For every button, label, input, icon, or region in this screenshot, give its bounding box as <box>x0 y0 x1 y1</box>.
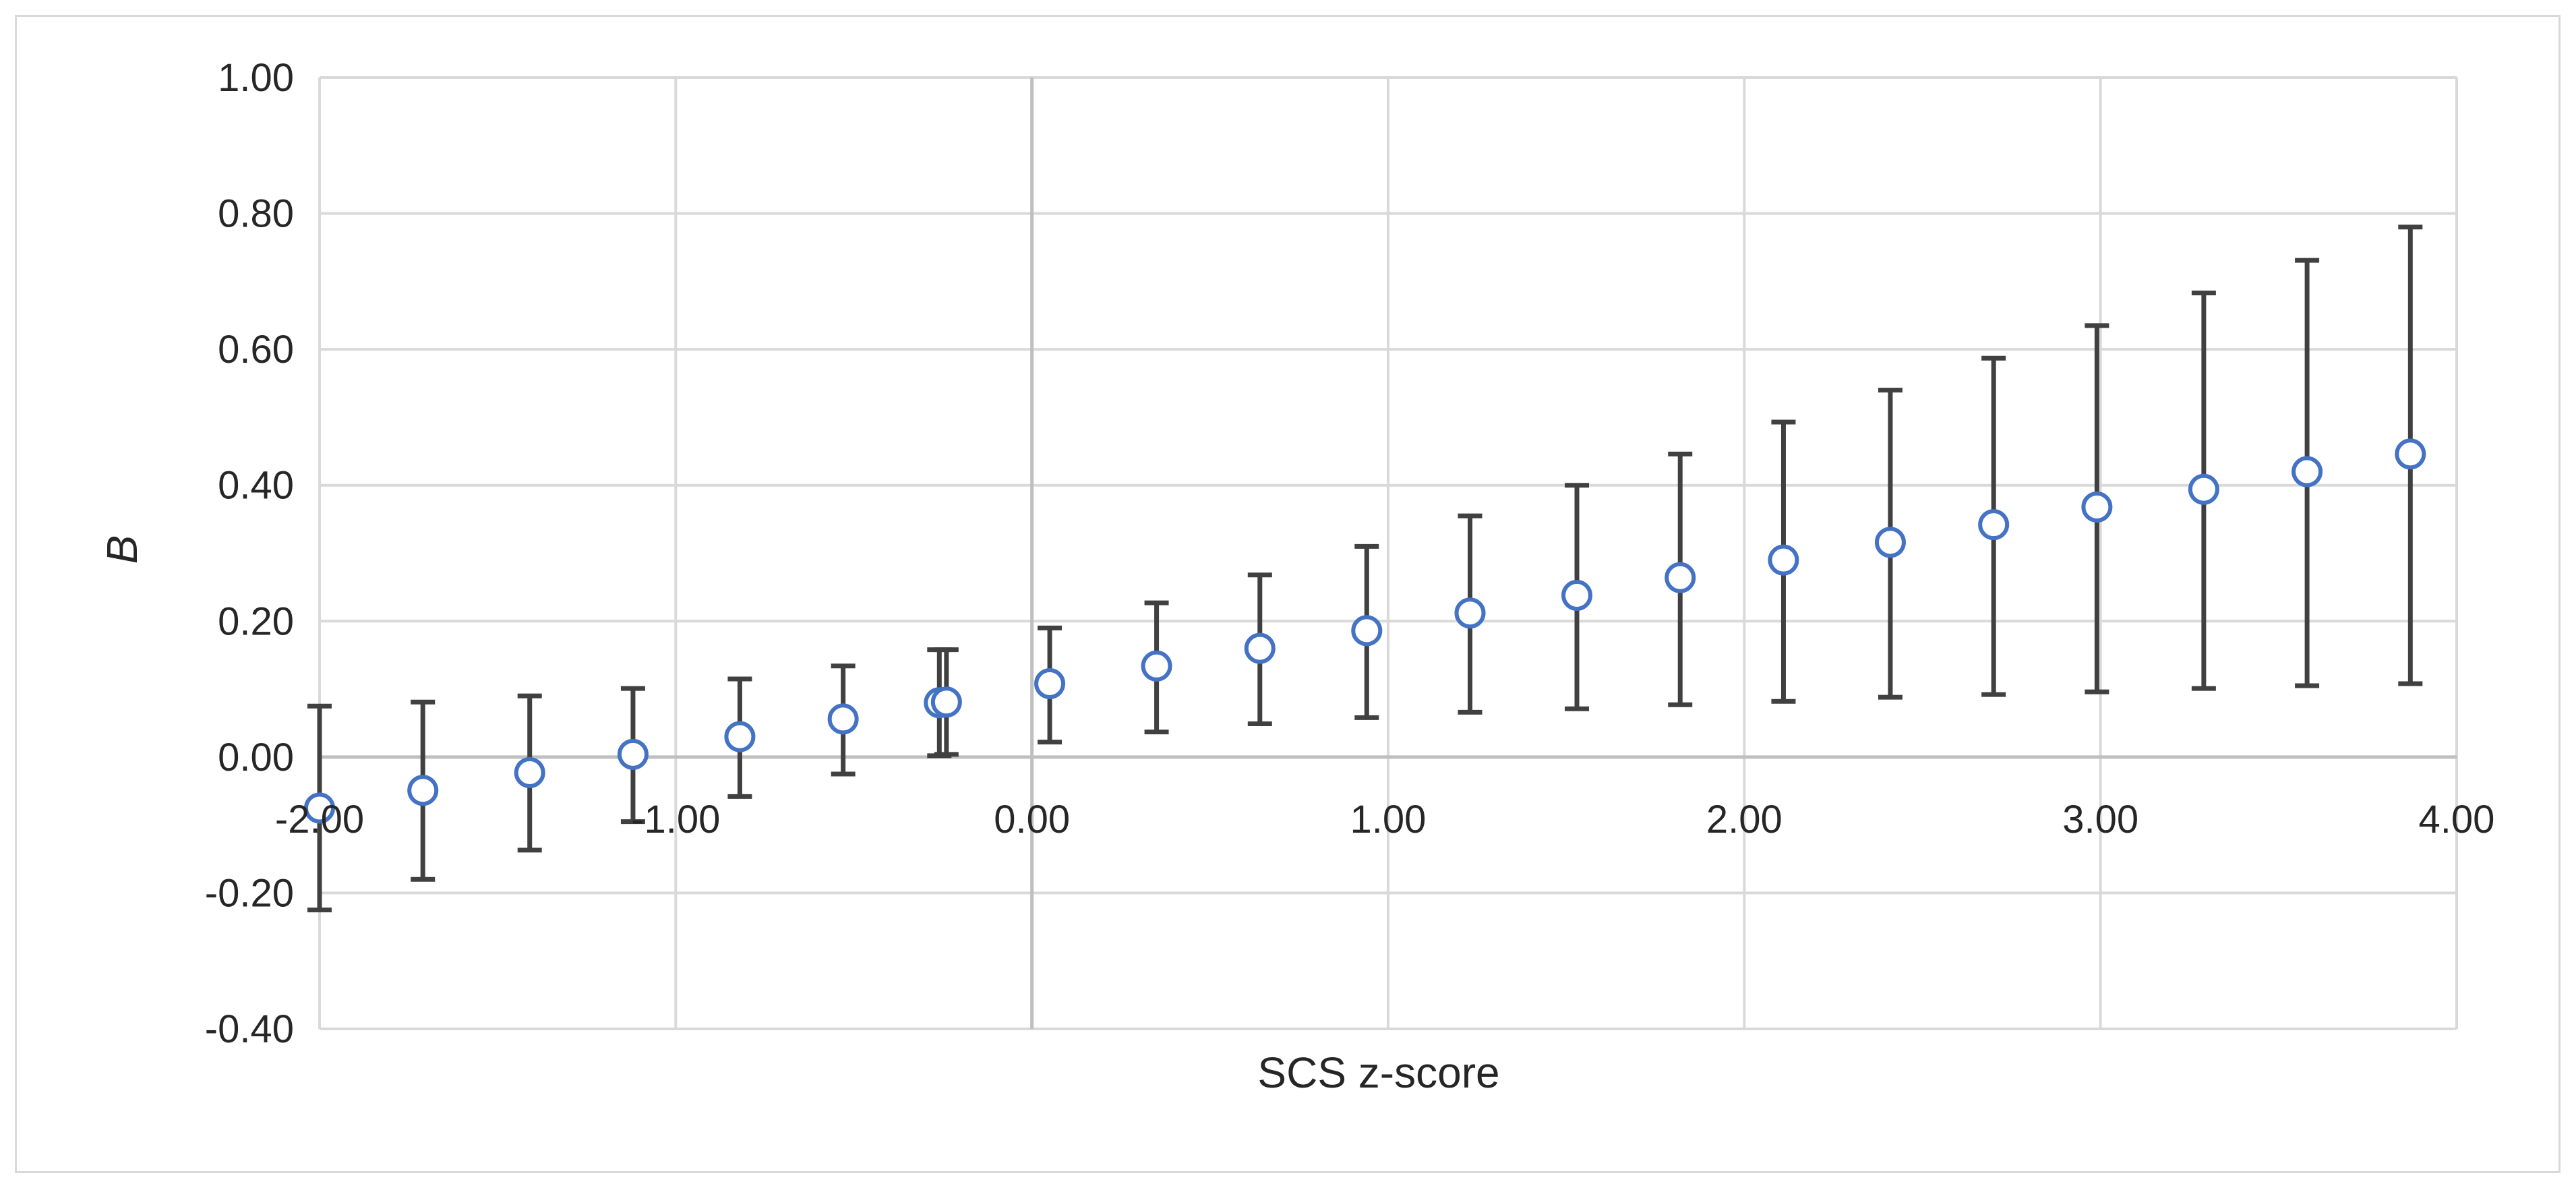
scatter-chart: -0.40 -0.20 0.00 0.20 0.40 0.60 0.80 1.00 -2.00 -… <box>98 56 2495 1097</box>
chart-frame: -0.40 -0.20 0.00 0.20 0.40 0.60 0.80 1.00 -2.00 -… <box>15 15 2560 1173</box>
data-point <box>2188 473 2219 505</box>
data-point <box>514 757 545 789</box>
data-point <box>930 686 962 718</box>
data-point <box>1034 668 1066 700</box>
y-tick-label: 0.20 <box>218 599 294 643</box>
y-tick-label: 0.40 <box>218 464 294 508</box>
data-point <box>2292 456 2323 487</box>
y-tick-label: -0.20 <box>205 871 294 915</box>
x-tick-label: 1.00 <box>1350 798 1427 841</box>
y-tick-label: 0.80 <box>218 192 294 236</box>
x-tick-label: -2.00 <box>275 798 364 841</box>
data-point <box>827 703 859 735</box>
data-point-layer <box>304 438 2426 824</box>
x-tick-label: -1.00 <box>631 798 720 841</box>
data-point <box>1768 544 1799 576</box>
data-point <box>1244 632 1276 664</box>
data-point <box>1351 615 1383 647</box>
data-point <box>407 775 439 806</box>
data-point <box>1665 562 1696 593</box>
data-point <box>1454 597 1486 629</box>
x-tick-label: 2.00 <box>1706 798 1783 841</box>
data-point <box>2081 491 2113 523</box>
y-tick-label: 1.00 <box>218 56 294 100</box>
x-tick-label: 3.00 <box>2062 798 2138 841</box>
y-tick-label: 0.00 <box>218 736 294 779</box>
data-point <box>724 721 756 752</box>
data-point <box>617 738 649 770</box>
data-point <box>1874 527 1906 558</box>
data-point <box>2395 438 2426 470</box>
x-tick-label: 0.00 <box>994 798 1070 841</box>
x-axis-title: SCS z-score <box>1257 1048 1499 1097</box>
data-point <box>1561 579 1593 611</box>
x-tick-label: 4.00 <box>2419 798 2495 841</box>
axis-layer <box>320 78 2457 1029</box>
y-tick-label: 0.60 <box>218 328 294 372</box>
grid-layer <box>318 76 2458 1030</box>
data-point <box>1141 650 1172 682</box>
data-point <box>1978 509 2010 541</box>
tick-label-layer: -0.40 -0.20 0.00 0.20 0.40 0.60 0.80 1.00 -2.00 -… <box>205 56 2495 1051</box>
y-tick-label: -0.40 <box>205 1007 294 1051</box>
y-axis-title: B <box>98 535 146 564</box>
data-point <box>304 792 335 824</box>
